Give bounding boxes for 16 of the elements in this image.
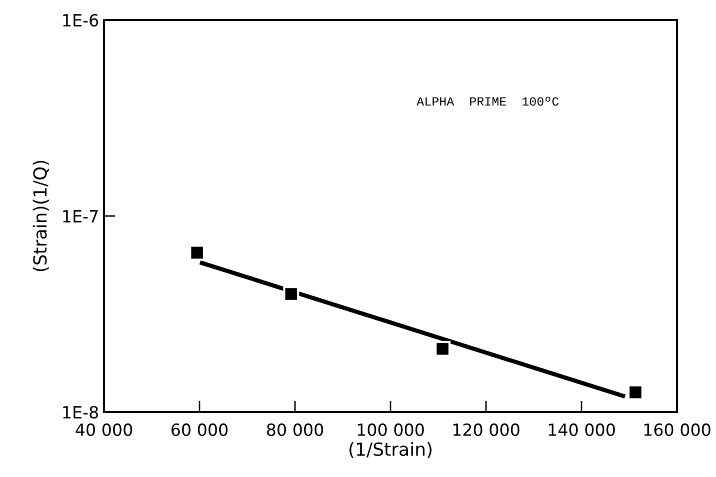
point — [189, 244, 206, 261]
x-tick-label: 160 000 — [644, 423, 710, 436]
x-tick-label: 120 000 — [453, 423, 520, 436]
x-tick-label: 60 000 — [172, 423, 228, 436]
x-tick-label: 100 000 — [358, 423, 424, 436]
y-tick-label: 1E-8 — [63, 406, 98, 419]
annotation: ALPHA PRIME 100ºC — [416, 96, 559, 106]
y-tick-label: 1E-7 — [63, 210, 98, 222]
x-tick-label: 40 000 — [76, 423, 132, 436]
y-tick-label: 1E-6 — [63, 14, 98, 27]
x-axis-title: (1/Strain) — [349, 442, 432, 458]
point — [283, 286, 300, 302]
x-tick-label: 140 000 — [548, 423, 615, 436]
point — [434, 340, 451, 357]
y-axis-title: (Strain)(1/Q) — [32, 160, 49, 272]
x-tick-label: 80 000 — [266, 423, 324, 436]
